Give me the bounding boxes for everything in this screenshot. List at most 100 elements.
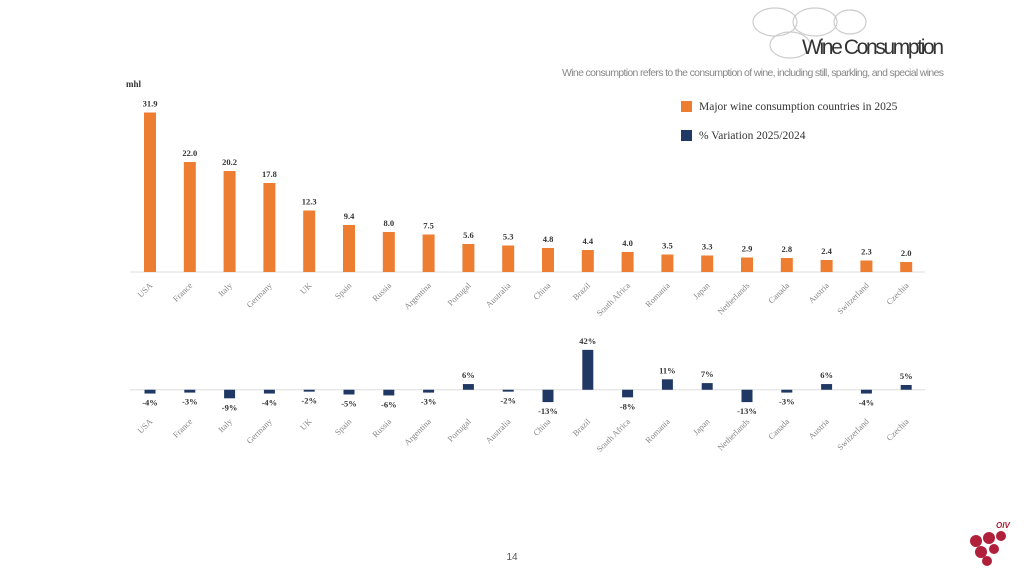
- value-label: -2%: [500, 396, 516, 406]
- value-label: 2.9: [742, 244, 753, 254]
- x-tick-label: Portugal: [445, 416, 473, 444]
- x-tick-label: Canada: [766, 416, 791, 441]
- value-label: -3%: [182, 397, 198, 407]
- bar: [821, 384, 833, 390]
- bar: [144, 389, 156, 394]
- value-label: -5%: [341, 399, 357, 409]
- bar: [622, 389, 634, 398]
- bar: [183, 162, 196, 272]
- bar: [780, 258, 793, 272]
- value-label: 4.8: [543, 234, 554, 244]
- value-label: 5.6: [463, 230, 474, 240]
- x-tick-label: Australia: [484, 416, 513, 445]
- slide-subtitle: Wine consumption refers to the consumpti…: [562, 67, 944, 79]
- value-label: 20.2: [222, 157, 237, 167]
- bar: [223, 171, 236, 272]
- bar: [383, 389, 395, 396]
- value-label: 3.5: [662, 241, 673, 251]
- slide-title: Wine Consumption: [802, 36, 944, 59]
- x-tick-label: Switzerland: [835, 280, 871, 316]
- x-tick-label: Romania: [643, 280, 672, 309]
- bar: [423, 389, 435, 393]
- bar: [462, 384, 474, 390]
- value-label: 22.0: [182, 148, 197, 158]
- bar: [860, 260, 873, 272]
- value-label: 5.3: [503, 232, 514, 242]
- x-tick-label: Portugal: [445, 280, 473, 308]
- x-tick-label: Germany: [244, 280, 274, 310]
- x-tick-label: UK: [298, 416, 314, 432]
- legend-label: Major wine consumption countries in 2025: [699, 101, 898, 113]
- x-tick-label: Czechia: [884, 280, 911, 307]
- x-tick-label: Czechia: [884, 416, 911, 443]
- bar: [661, 379, 673, 390]
- bar: [661, 254, 674, 272]
- value-label: -4%: [142, 398, 158, 408]
- x-tick-label: Austria: [806, 416, 831, 441]
- x-tick-label: South Africa: [594, 416, 632, 454]
- value-label: 2.4: [821, 246, 832, 256]
- x-tick-label: Netherlands: [715, 280, 751, 316]
- page-number: 14: [506, 552, 518, 563]
- x-tick-label: Switzerland: [835, 416, 871, 452]
- x-tick-label: South Africa: [594, 280, 632, 318]
- bar: [263, 183, 276, 272]
- value-label: 2.3: [861, 247, 872, 257]
- x-tick-label: Germany: [244, 416, 274, 446]
- x-tick-label: Russia: [370, 416, 393, 439]
- x-tick-label: China: [531, 416, 553, 438]
- value-label: 17.8: [262, 169, 277, 179]
- value-label: 8.0: [383, 218, 394, 228]
- bar: [224, 389, 236, 399]
- value-label: 7.5: [423, 221, 434, 231]
- x-tick-label: Argentina: [402, 416, 433, 447]
- value-label: 31.9: [143, 99, 158, 109]
- bar: [781, 389, 793, 393]
- value-label: -3%: [421, 397, 437, 407]
- x-tick-label: China: [531, 280, 553, 302]
- x-tick-label: UK: [298, 280, 314, 296]
- decoration: [752, 7, 867, 59]
- bar: [542, 248, 554, 272]
- bar: [263, 389, 275, 394]
- x-tick-label: Japan: [691, 416, 712, 437]
- value-label: 9.4: [344, 211, 355, 221]
- value-label: -2%: [301, 396, 317, 406]
- bar: [303, 389, 315, 392]
- bar: [184, 389, 196, 393]
- value-label: 12.3: [302, 197, 317, 207]
- value-label: -8%: [620, 401, 636, 411]
- bar: [502, 245, 515, 272]
- bar: [860, 389, 872, 394]
- x-tick-label: Spain: [333, 280, 354, 301]
- value-label: -6%: [381, 399, 397, 409]
- x-tick-label: Canada: [766, 280, 791, 305]
- x-tick-label: Japan: [691, 280, 712, 301]
- logo-text: OIV: [996, 521, 1010, 530]
- value-label: 6%: [462, 370, 475, 380]
- value-label: 6%: [820, 370, 833, 380]
- value-label: 2.0: [901, 248, 912, 258]
- bar: [900, 385, 912, 390]
- x-tick-label: Austria: [806, 280, 831, 305]
- bar: [701, 255, 714, 272]
- bar: [741, 389, 753, 403]
- value-label: 3.3: [702, 242, 713, 252]
- value-label: 7%: [701, 369, 714, 379]
- x-tick-label: Italy: [216, 280, 235, 299]
- legend-swatch: [681, 130, 692, 141]
- x-tick-label: Italy: [216, 416, 235, 435]
- x-tick-label: Brazil: [570, 416, 592, 438]
- value-label: 4.4: [582, 236, 593, 246]
- legend-swatch: [681, 101, 692, 112]
- value-label: 42%: [579, 336, 596, 346]
- x-tick-label: France: [171, 280, 195, 304]
- value-label: 4.0: [622, 238, 633, 248]
- value-label: 5%: [900, 371, 913, 381]
- bar: [701, 383, 713, 390]
- value-label: -9%: [222, 402, 238, 412]
- bar: [741, 257, 753, 272]
- unit-label: mhl: [126, 79, 142, 89]
- x-tick-label: USA: [135, 280, 155, 300]
